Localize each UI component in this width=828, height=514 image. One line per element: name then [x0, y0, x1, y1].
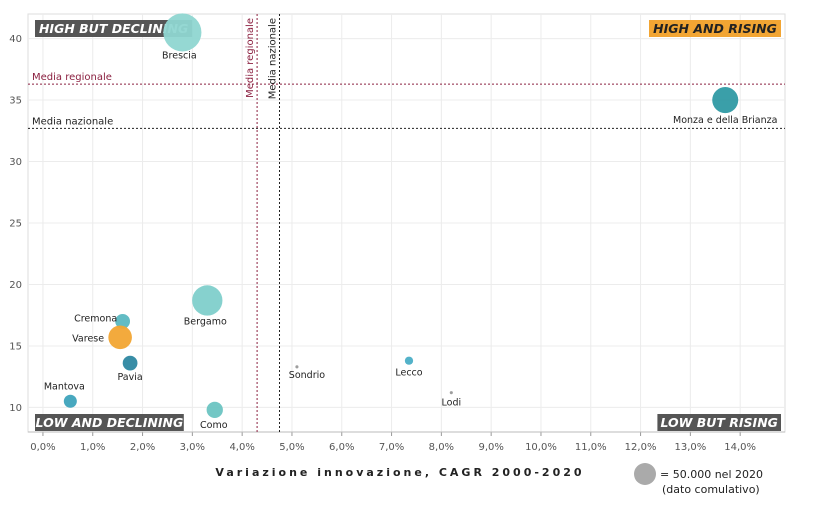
reference-line-label: Media regionale: [32, 72, 112, 83]
x-tick-label: 8,0%: [429, 442, 454, 453]
x-tick-label: 12,0%: [625, 442, 657, 453]
x-tick-label: 2,0%: [130, 442, 155, 453]
point-label: Monza e della Brianza: [673, 115, 777, 126]
x-tick-label: 13,0%: [674, 442, 706, 453]
x-tick-label: 4,0%: [229, 442, 254, 453]
point-mantova: [63, 394, 77, 408]
quadrant-label: LOW BUT RISING: [660, 415, 778, 430]
y-tick-label: 30: [9, 157, 22, 168]
y-tick-label: 15: [9, 341, 22, 352]
reference-line-label: Media nazionale: [268, 18, 279, 99]
x-tick-label: 14,0%: [724, 442, 756, 453]
point-label: Mantova: [44, 381, 85, 392]
quadrant-badge: [657, 414, 781, 431]
quadrant-badge: [35, 414, 184, 431]
reference-line-label: Media nazionale: [32, 116, 113, 127]
quadrant-label: HIGH BUT DECLINING: [39, 21, 188, 36]
point-lodi: [449, 391, 453, 395]
legend-text-line2: (dato comulativo): [662, 483, 760, 496]
point-pavia: [122, 355, 138, 371]
point-label: Varese: [72, 333, 104, 344]
y-tick-label: 10: [9, 403, 22, 414]
x-tick-label: 7,0%: [379, 442, 404, 453]
point-label: Bergamo: [184, 316, 227, 327]
x-tick-label: 1,0%: [80, 442, 105, 453]
y-tick-label: 20: [9, 280, 22, 291]
point-label: Pavia: [117, 372, 142, 383]
point-label: Sondrio: [289, 370, 325, 381]
point-varese: [108, 325, 132, 350]
y-tick-label: 40: [9, 34, 22, 45]
x-tick-label: 5,0%: [279, 442, 304, 453]
legend-text-line1: = 50.000 nel 2020: [660, 468, 763, 481]
y-tick-label: 25: [9, 219, 22, 230]
legend-bubble: [634, 463, 656, 485]
reference-line-label: Media regionale: [245, 18, 256, 98]
x-tick-label: 6,0%: [329, 442, 354, 453]
point-label: Brescia: [162, 50, 197, 61]
quadrant-label: LOW AND DECLINING: [36, 415, 184, 430]
quadrant-badge: [35, 20, 193, 37]
x-tick-label: 11,0%: [575, 442, 607, 453]
point-brescia: [163, 13, 202, 52]
point-label: Cremona: [74, 313, 117, 324]
x-tick-label: 3,0%: [180, 442, 205, 453]
point-bergamo: [192, 285, 223, 316]
point-lecco: [404, 356, 414, 365]
quadrant-badge: [649, 20, 781, 37]
point-cremona: [115, 313, 131, 329]
x-axis-title: Variazione innovazione, CAGR 2000-2020: [215, 466, 584, 479]
point-sondrio: [295, 365, 299, 369]
point-label: Lodi: [442, 398, 462, 409]
quadrant-label: HIGH AND RISING: [653, 21, 777, 36]
point-monza-e-della-brianza: [712, 87, 739, 114]
x-tick-label: 0,0%: [30, 442, 55, 453]
y-tick-label: 35: [9, 96, 22, 107]
x-tick-label: 10,0%: [525, 442, 557, 453]
point-label: Lecco: [395, 368, 422, 379]
point-label: Como: [200, 420, 228, 431]
x-tick-label: 9,0%: [478, 442, 503, 453]
point-como: [206, 401, 223, 419]
